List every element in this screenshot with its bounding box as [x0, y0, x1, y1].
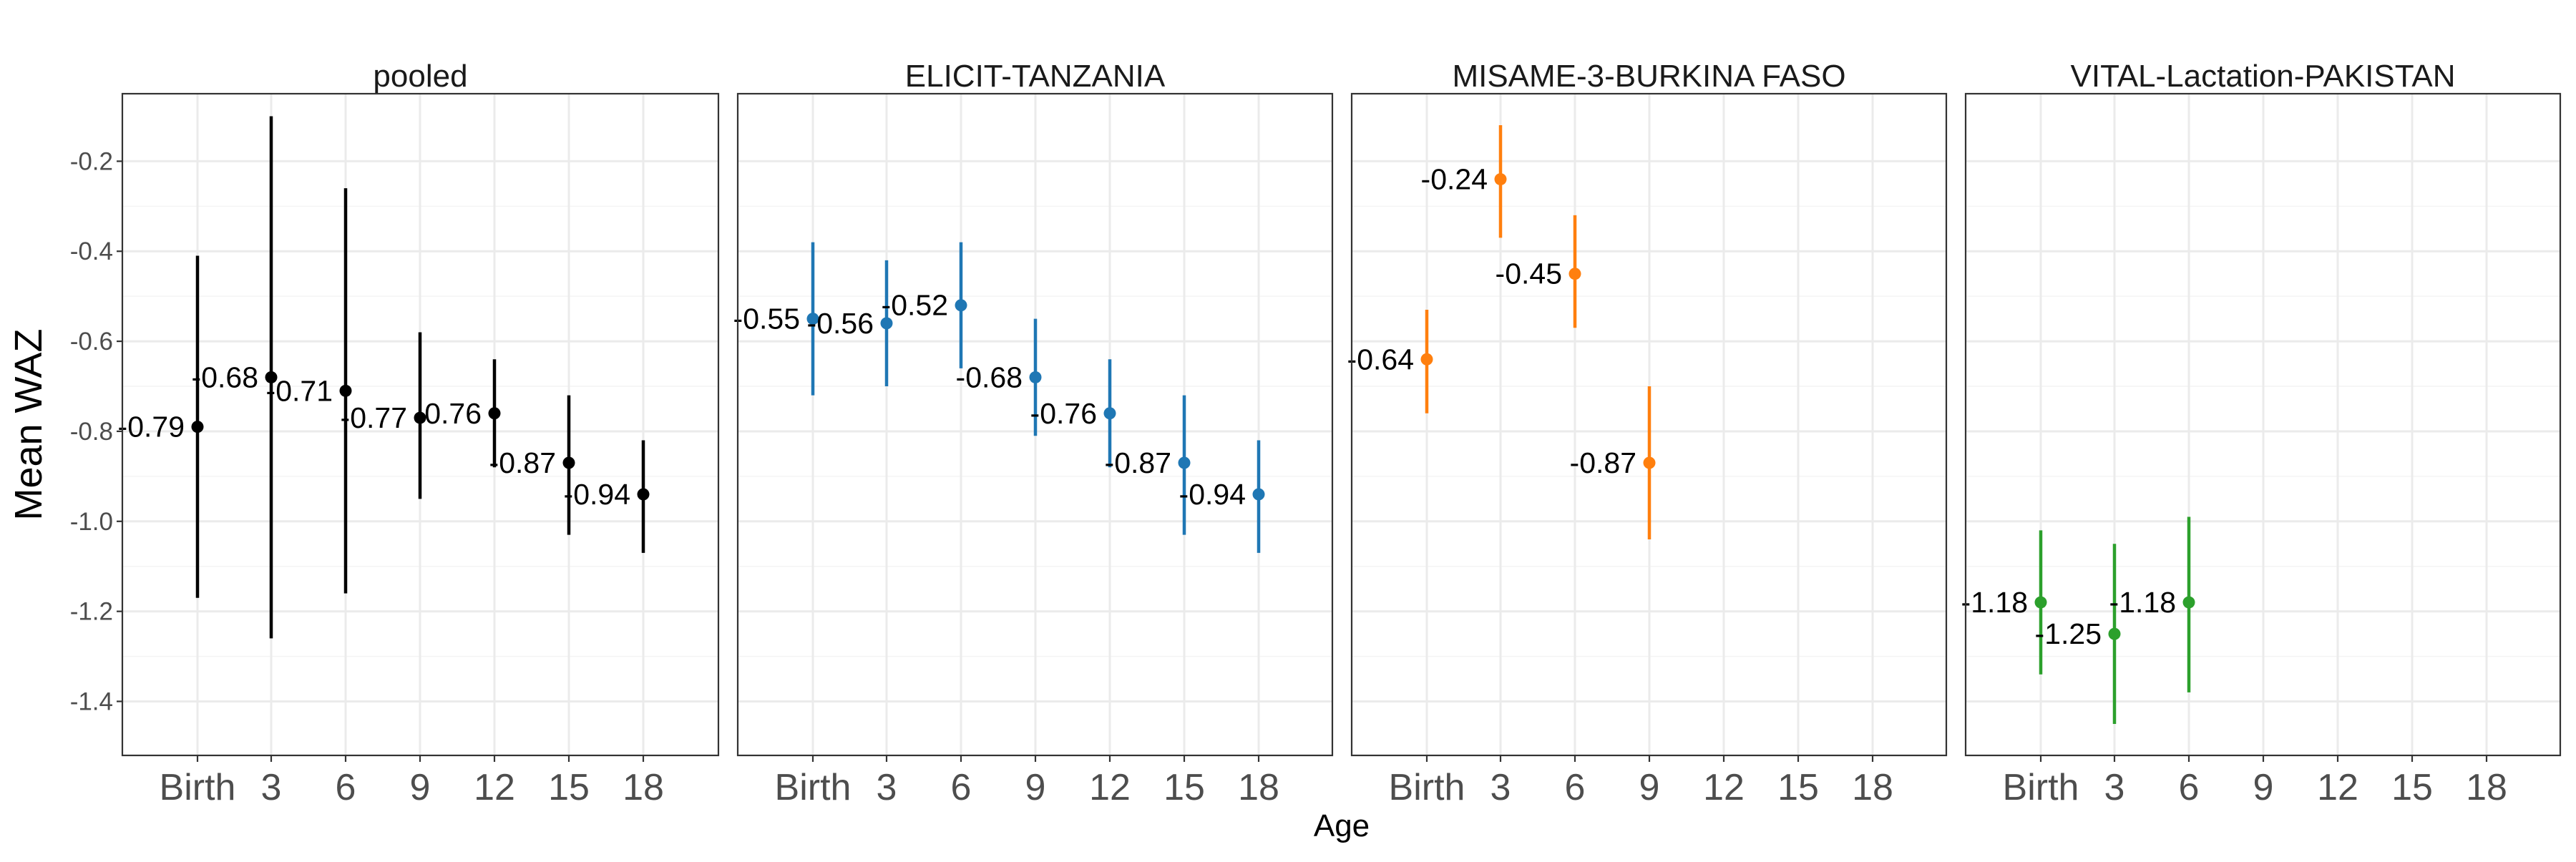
x-tick-label: Birth [1389, 767, 1465, 808]
x-tick-label: 3 [1491, 767, 1511, 808]
data-point [1420, 353, 1433, 366]
facet-title: pooled [373, 59, 467, 94]
data-label: -0.76 [1030, 397, 1097, 430]
data-point [1178, 456, 1191, 469]
data-point [806, 313, 819, 325]
data-label: -0.68 [192, 361, 258, 393]
x-axis-title: Age [1314, 808, 1370, 843]
x-tick-label: 12 [1703, 767, 1745, 808]
data-label: -1.18 [1961, 586, 2028, 619]
x-tick-label: 9 [410, 767, 431, 808]
x-tick-label: Birth [2003, 767, 2079, 808]
data-label: -0.79 [118, 411, 185, 444]
data-label: -0.68 [956, 361, 1023, 393]
x-tick-label: 3 [2104, 767, 2125, 808]
x-tick-label: Birth [160, 767, 236, 808]
y-tick-label: -1.4 [70, 687, 113, 715]
data-point [562, 456, 575, 469]
data-label: -0.77 [341, 401, 407, 434]
data-label: -0.45 [1496, 258, 1562, 290]
x-tick-label: 18 [2466, 767, 2507, 808]
y-tick-label: -0.6 [70, 328, 113, 356]
data-label: -0.24 [1421, 163, 1488, 196]
x-tick-label: 12 [474, 767, 515, 808]
y-axis-title: Mean WAZ [7, 328, 50, 520]
y-tick-label: -1.0 [70, 508, 113, 536]
x-tick-label: 3 [877, 767, 897, 808]
data-point [2108, 627, 2121, 640]
x-tick-label: 18 [1852, 767, 1893, 808]
data-point [2182, 596, 2195, 609]
data-label: -0.87 [489, 446, 556, 479]
y-tick-label: -0.4 [70, 237, 113, 265]
data-point [880, 317, 893, 330]
x-tick-label: 3 [261, 767, 282, 808]
x-tick-label: 9 [1025, 767, 1046, 808]
data-point [1643, 456, 1656, 469]
data-label: -0.55 [733, 303, 800, 336]
data-label: -1.25 [2035, 617, 2102, 650]
facet-title: ELICIT-TANZANIA [905, 59, 1166, 94]
x-tick-label: 15 [1777, 767, 1819, 808]
data-point [1103, 407, 1116, 420]
facet-title: VITAL-Lactation-PAKISTAN [2071, 59, 2456, 94]
data-label: -0.87 [1105, 446, 1171, 479]
x-tick-label: 15 [2391, 767, 2433, 808]
data-point [339, 384, 352, 397]
data-label: -1.18 [2109, 586, 2176, 619]
data-label: -0.64 [1347, 343, 1414, 376]
x-tick-label: 6 [1565, 767, 1586, 808]
x-tick-label: 6 [2179, 767, 2200, 808]
facet-title: MISAME-3-BURKINA FASO [1452, 59, 1845, 94]
x-tick-label: 18 [623, 767, 664, 808]
y-tick-label: -0.8 [70, 418, 113, 446]
data-point [191, 421, 204, 434]
data-point [265, 371, 278, 383]
x-tick-label: Birth [775, 767, 852, 808]
data-point [1568, 268, 1581, 280]
data-point [1494, 173, 1507, 186]
x-tick-label: 18 [1238, 767, 1279, 808]
data-label: -0.94 [564, 478, 630, 511]
data-point [637, 488, 650, 501]
data-label: -0.56 [807, 307, 874, 340]
y-tick-label: -0.2 [70, 147, 113, 175]
x-tick-label: 15 [1163, 767, 1205, 808]
y-tick-label: -1.2 [70, 598, 113, 626]
data-point [414, 411, 426, 424]
x-tick-label: 9 [2253, 767, 2274, 808]
data-label: -0.87 [1570, 446, 1636, 479]
data-label: -0.52 [882, 289, 948, 322]
x-tick-label: 12 [2317, 767, 2358, 808]
data-label: -0.94 [1179, 478, 1246, 511]
data-label: -0.71 [266, 374, 333, 407]
data-label: -0.76 [415, 397, 482, 430]
x-tick-label: 15 [548, 767, 590, 808]
data-point [955, 299, 967, 312]
x-tick-label: 9 [1639, 767, 1660, 808]
x-tick-label: 6 [951, 767, 972, 808]
data-point [2034, 596, 2047, 609]
x-tick-label: 6 [336, 767, 356, 808]
data-point [1252, 488, 1265, 501]
data-point [1029, 371, 1042, 383]
x-tick-label: 12 [1089, 767, 1131, 808]
data-point [488, 407, 501, 420]
